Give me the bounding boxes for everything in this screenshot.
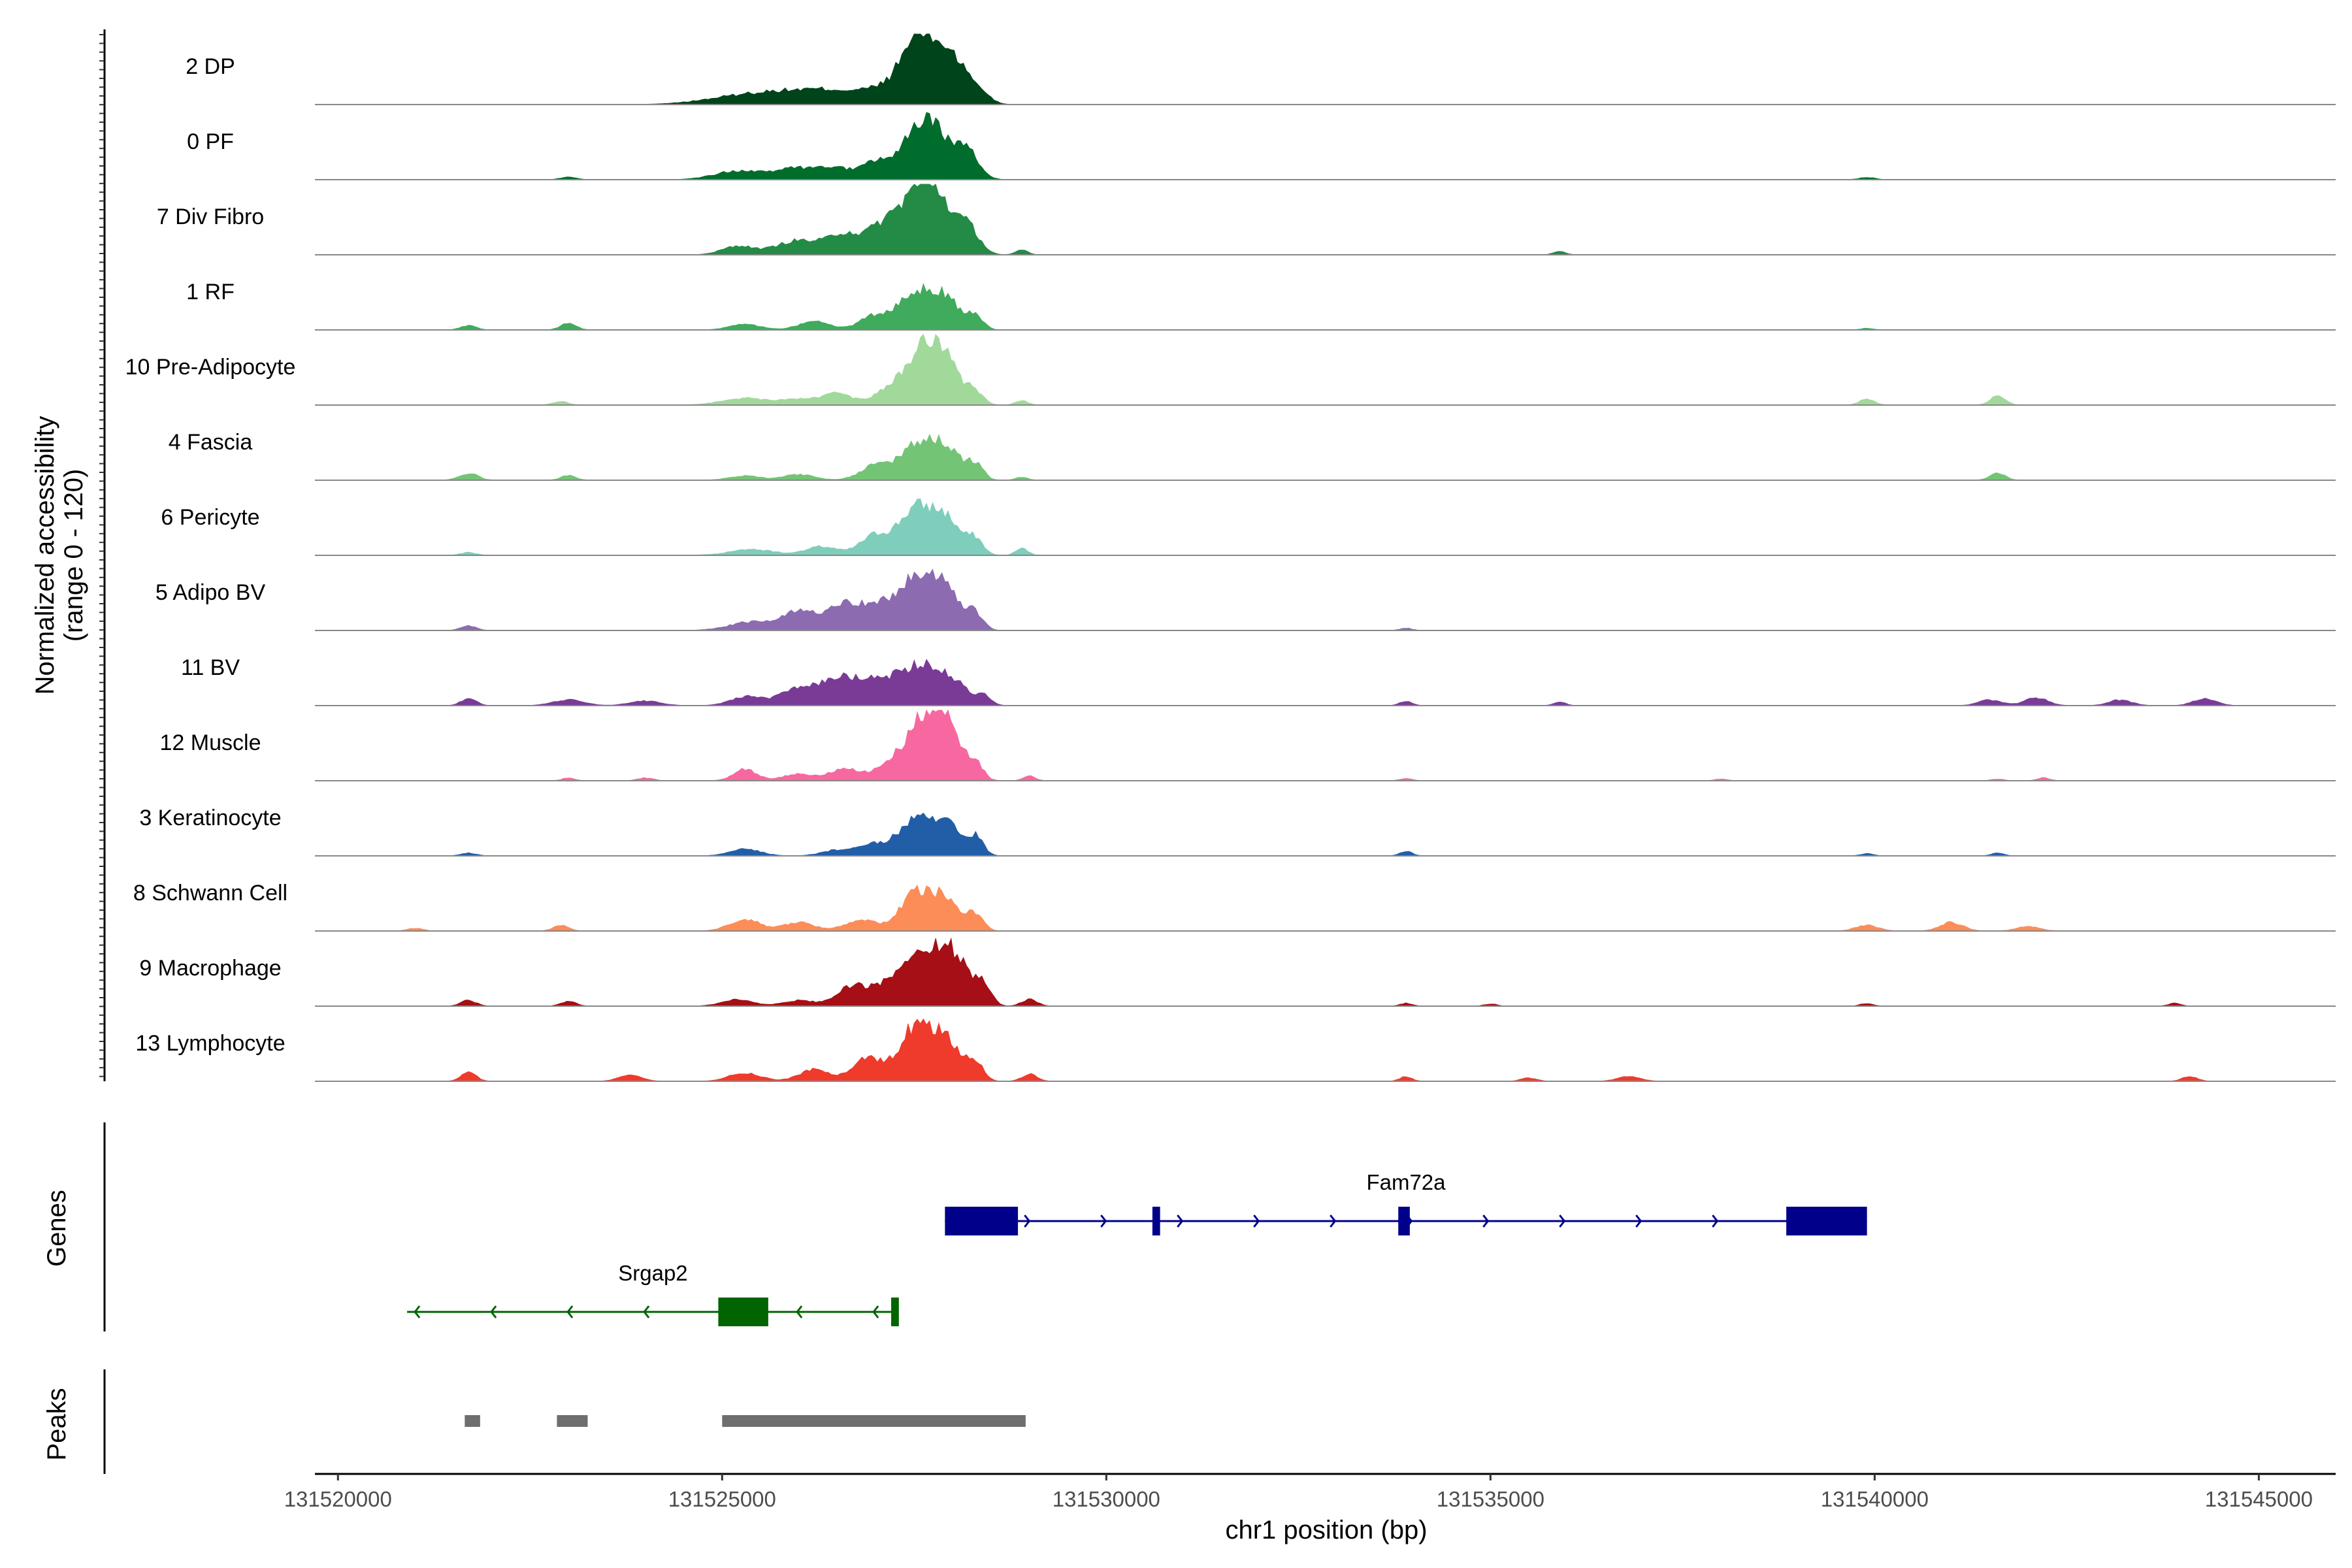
strand-arrow [1635, 1215, 1642, 1228]
strand-arrow [1100, 1215, 1107, 1228]
x-tick-label: 131520000 [284, 1487, 392, 1511]
peak-region [722, 1415, 1026, 1427]
track-label: 11 BV [181, 655, 240, 680]
x-axis-title: chr1 position (bp) [1225, 1516, 1427, 1544]
track-label: 10 Pre-Adipocyte [125, 355, 296, 380]
gene-model: Fam72a [945, 1170, 1867, 1235]
gene-exon [1398, 1207, 1410, 1235]
strand-arrow [1177, 1215, 1184, 1228]
strand-arrow [796, 1305, 803, 1318]
track-label: 0 PF [187, 129, 234, 154]
track-label: 6 Pericyte [161, 505, 259, 530]
track-label: 12 Muscle [160, 730, 261, 755]
coverage-track: 4 Fascia [169, 430, 2336, 481]
coverage-track: 12 Muscle [160, 709, 2336, 781]
track-label: 7 Div Fibro [157, 204, 264, 229]
coverage-y-axis-title-line2: (range 0 - 120) [59, 469, 88, 642]
peak-track [465, 1415, 1026, 1427]
coverage-track: 9 Macrophage [139, 937, 2336, 1007]
coverage-track: 5 Adipo BV [155, 568, 2336, 631]
strand-arrow [566, 1305, 574, 1318]
x-tick-label: 131540000 [1821, 1487, 1929, 1511]
coverage-area [315, 812, 2336, 857]
coverage-area [315, 184, 2336, 255]
strand-arrow [1712, 1215, 1719, 1228]
coverage-area [315, 1018, 2336, 1082]
track-label: 5 Adipo BV [155, 580, 266, 605]
strand-arrow [643, 1305, 650, 1318]
gene-exon [945, 1207, 1019, 1235]
coverage-area [315, 568, 2336, 631]
coverage-area [315, 709, 2336, 781]
x-axis-ticks: 131520000 131525000 131530000 131535000 1315… [284, 1474, 2313, 1511]
coverage-track: 8 Schwann Cell [133, 881, 2336, 932]
x-tick-label: 131525000 [668, 1487, 776, 1511]
strand-arrow [1482, 1215, 1490, 1228]
gene-track: Fam72a Srgap2 [407, 1170, 1867, 1326]
coverage-track: 0 PF [187, 112, 2336, 180]
coverage-area [315, 33, 2336, 105]
coverage-area [315, 282, 2336, 331]
genes-y-axis-title: Genes [42, 1190, 71, 1267]
track-label: 2 DP [186, 54, 235, 79]
coverage-y-ticks [99, 34, 105, 1077]
track-label: 4 Fascia [169, 430, 253, 455]
coverage-area [315, 112, 2336, 180]
peak-region [557, 1415, 588, 1427]
coverage-area [315, 659, 2336, 706]
track-label: 8 Schwann Cell [133, 881, 287, 906]
coverage-track: 11 BV [181, 655, 2336, 706]
coverage-y-axis-title: Normalized accessibility (range 0 - 120) [31, 416, 88, 695]
gene-name-label: Fam72a [1366, 1170, 1446, 1194]
coverage-track: 3 Keratinocyte [139, 806, 2336, 857]
coverage-track: 6 Pericyte [161, 498, 2336, 556]
gene-name-label: Srgap2 [618, 1261, 687, 1285]
x-tick-label: 131535000 [1437, 1487, 1544, 1511]
x-tick-label: 131530000 [1053, 1487, 1160, 1511]
track-label: 9 Macrophage [139, 956, 281, 981]
track-label: 13 Lymphocyte [135, 1031, 285, 1056]
gene-exon [1152, 1207, 1160, 1235]
strand-arrow [414, 1305, 421, 1318]
strand-arrow [1024, 1215, 1031, 1228]
peak-region [465, 1415, 480, 1427]
x-tick-label: 131545000 [2205, 1487, 2313, 1511]
coverage-area [315, 434, 2336, 481]
peaks-y-axis-title: Peaks [42, 1388, 71, 1460]
coverage-area [315, 333, 2336, 406]
track-label: 3 Keratinocyte [139, 806, 281, 830]
strand-arrow [1559, 1215, 1566, 1228]
coverage-track: 7 Div Fibro [157, 184, 2336, 255]
gene-exon [891, 1298, 899, 1326]
strand-arrow [872, 1305, 879, 1318]
coverage-area [315, 884, 2336, 932]
strand-arrow [1253, 1215, 1260, 1228]
coverage-track: 13 Lymphocyte [135, 1018, 2336, 1082]
coverage-area [315, 937, 2336, 1007]
strand-arrow [1330, 1215, 1337, 1228]
strand-arrow [490, 1305, 497, 1318]
coverage-tracks: 2 DP 0 PF 7 Div Fibro 1 RF 10 Pre-Adipocyte 4… [125, 33, 2336, 1082]
track-label: 1 RF [186, 280, 235, 304]
coverage-track: 10 Pre-Adipocyte [125, 333, 2336, 406]
coverage-area [315, 498, 2336, 556]
coverage-track: 1 RF [186, 280, 2336, 331]
gene-exon [1786, 1207, 1867, 1235]
coverage-track: 2 DP [186, 33, 2336, 105]
coverage-y-axis-title-line1: Normalized accessibility [31, 416, 59, 695]
gene-model: Srgap2 [407, 1261, 899, 1326]
gene-exon [718, 1298, 768, 1326]
